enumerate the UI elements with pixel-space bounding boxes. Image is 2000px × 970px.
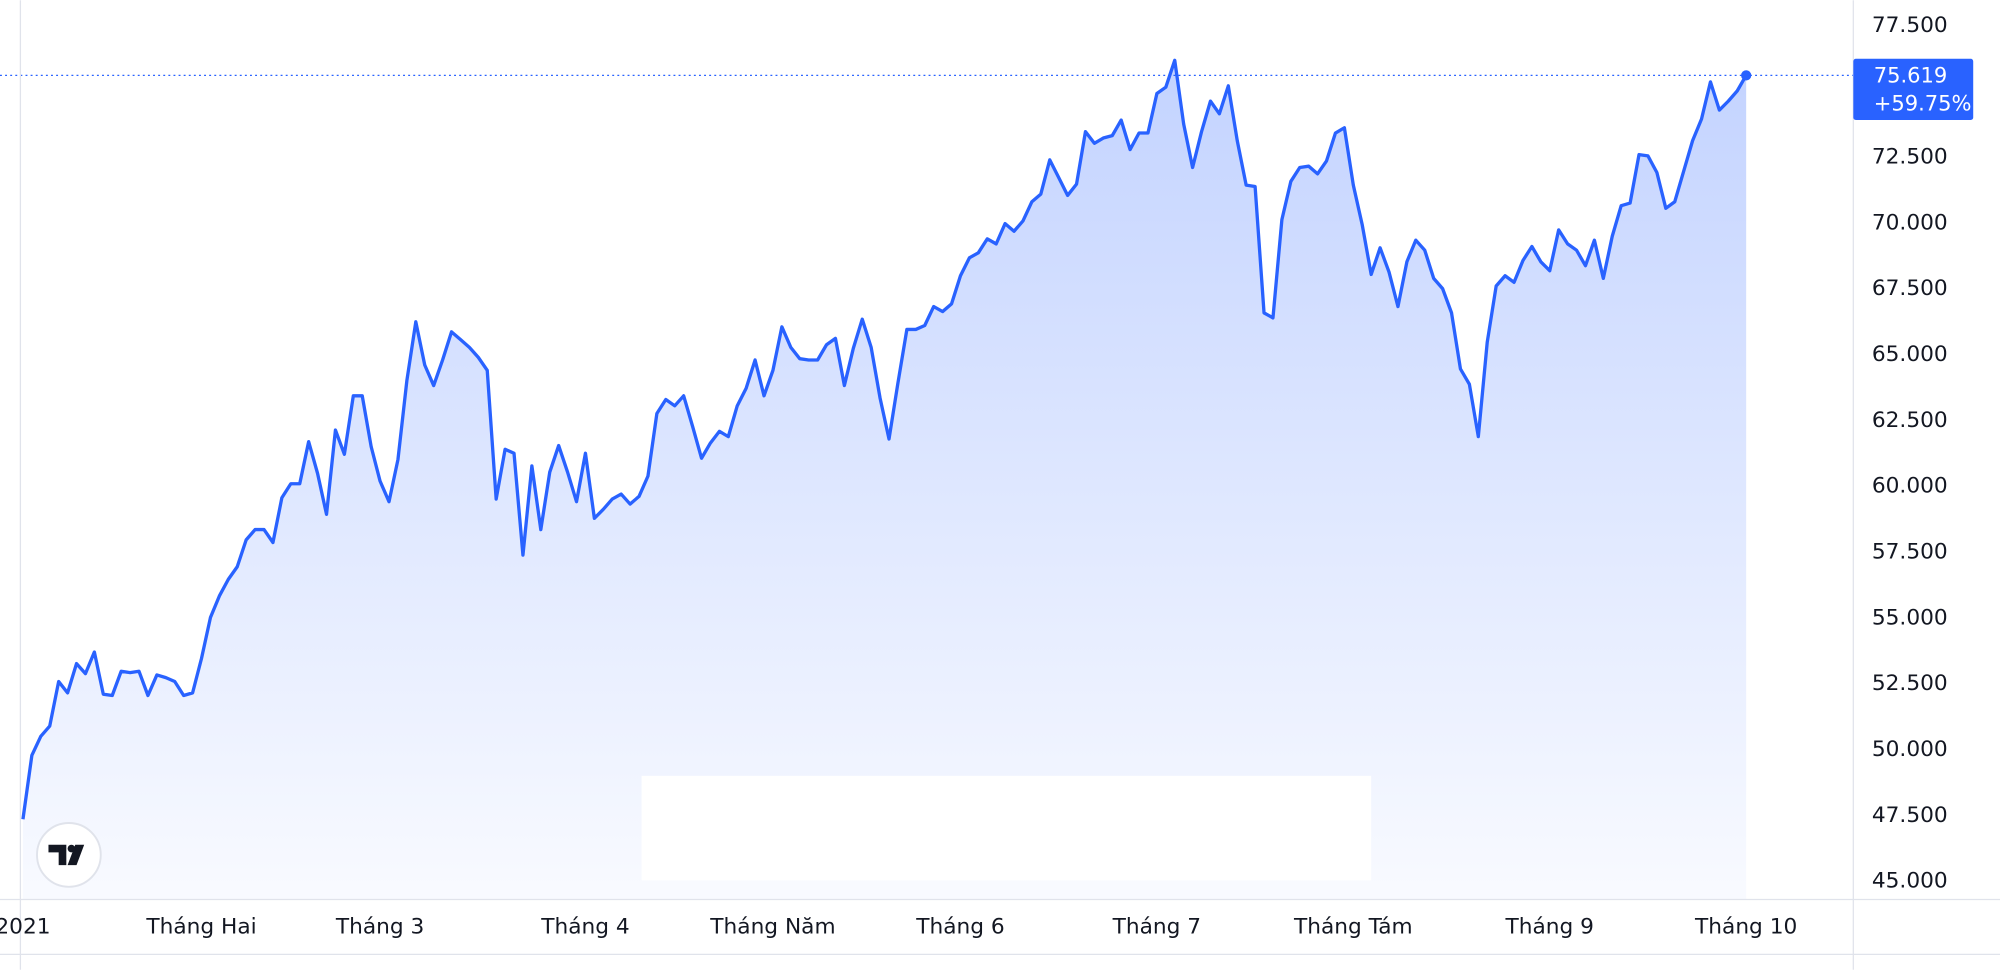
labels: 45.000 47.500 50.000 52.500 55.000 57.500 60.0… [0, 13, 1974, 940]
y-tick-label: 52.500 [1872, 671, 1948, 696]
y-tick-label: 60.000 [1872, 474, 1948, 499]
y-tick-label: 67.500 [1872, 276, 1948, 301]
price-line [21, 58, 1748, 820]
x-tick-label: Tháng Hai [145, 915, 256, 940]
x-tick-label: Tháng Năm [709, 915, 835, 940]
x-tick-label: Tháng 6 [915, 915, 1004, 940]
y-tick-label: 77.500 [1872, 13, 1948, 38]
price-label-change: +59.75% [1874, 91, 1972, 116]
x-tick-label: Tháng 9 [1505, 915, 1594, 940]
logo-dot[interactable] [67, 844, 76, 853]
y-tick-label: 50.000 [1872, 737, 1948, 762]
logo-mark[interactable] [48, 844, 85, 866]
last-point [1741, 70, 1752, 81]
x-tick-label: Tháng 4 [540, 915, 629, 940]
tradingview-logo[interactable] [36, 822, 102, 888]
price-label: 75.619 +59.75% [1853, 58, 1974, 121]
x-tick-label: Tháng 7 [1112, 915, 1201, 940]
y-tick-label: 45.000 [1872, 869, 1948, 894]
x-tick-label: Tháng Tám [1293, 915, 1413, 940]
plot-area [0, 58, 1854, 900]
y-tick-label: 57.500 [1872, 540, 1948, 565]
y-tick-label: 62.500 [1872, 408, 1948, 433]
x-tick-label: Tháng 3 [335, 915, 424, 940]
y-tick-label: 70.000 [1872, 210, 1948, 235]
price-label-box [1853, 58, 1974, 121]
x-tick-label: 2021 [0, 915, 51, 940]
area-fill [22, 60, 1747, 900]
price-label-value: 75.619 [1874, 63, 1948, 88]
y-tick-label: 55.000 [1872, 605, 1948, 630]
x-tick-label: Tháng 10 [1694, 915, 1797, 940]
y-tick-label: 65.000 [1872, 342, 1948, 367]
overlay-box [641, 775, 1372, 881]
logo-circle[interactable] [36, 822, 102, 888]
y-tick-label: 47.500 [1872, 803, 1948, 828]
y-tick-label: 72.500 [1872, 144, 1948, 169]
